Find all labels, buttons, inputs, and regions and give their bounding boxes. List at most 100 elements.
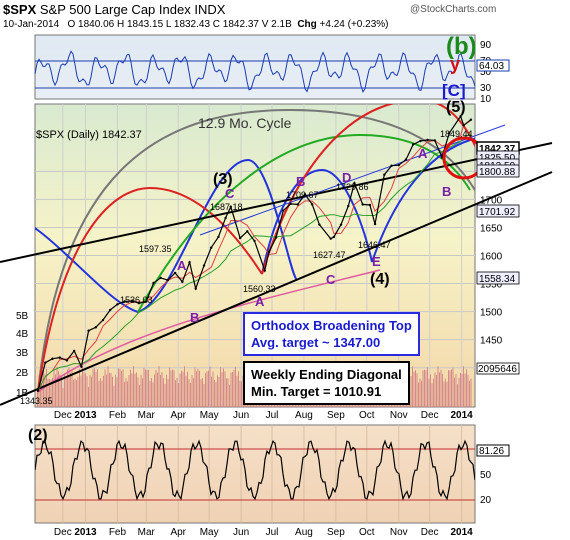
- x-tick-11: Nov: [390, 410, 408, 421]
- price-point: [397, 163, 400, 167]
- volume-bar: [67, 369, 68, 407]
- price-point: [229, 205, 232, 208]
- volume-bar: [203, 383, 205, 407]
- volume-bar: [119, 368, 121, 407]
- cycle-arc-red-1: [37, 186, 263, 393]
- volume-bar: [179, 373, 181, 407]
- volume-bar: [173, 370, 175, 407]
- volume-bar: [466, 369, 467, 407]
- price-point: [318, 223, 321, 226]
- volume-bar: [460, 372, 461, 407]
- wave-label-b: (b): [446, 33, 477, 60]
- price-point: [419, 139, 422, 143]
- volume-bar: [55, 374, 56, 407]
- volume-bar: [110, 372, 112, 407]
- rsi-tick-30: 30: [480, 83, 492, 94]
- volume-bar: [127, 381, 128, 407]
- volume-tick-3B: 3B: [16, 348, 29, 359]
- trendline-upper: [0, 142, 553, 263]
- volume-bar: [428, 378, 430, 407]
- rsi-tick-50: 50: [480, 67, 492, 78]
- volume-bar: [59, 374, 61, 407]
- volume-bar: [418, 382, 419, 407]
- price-point: [426, 138, 429, 142]
- price-point: [44, 361, 47, 364]
- trendlines: [0, 124, 553, 406]
- price-point: [462, 124, 465, 127]
- stochastic-panel: [34, 424, 476, 524]
- price-tick-1700: 1700: [480, 195, 503, 206]
- wave-label-E2: E: [372, 254, 381, 269]
- price-point: [123, 300, 126, 303]
- volume-bar: [419, 378, 421, 407]
- volume-bar: [92, 368, 94, 407]
- pivot-label-1687.18: 1687.18: [210, 202, 243, 212]
- volume-bar: [170, 370, 172, 407]
- volume-bar: [176, 377, 178, 407]
- price-point: [448, 131, 451, 135]
- price-point: [202, 264, 206, 267]
- volume-bar: [169, 367, 170, 407]
- price-point: [94, 326, 97, 329]
- rsi-last-box: [476, 59, 510, 72]
- header-date: 10-Jan-2014: [3, 19, 60, 30]
- volume-bar: [77, 376, 79, 407]
- x-tick-1: 2013: [74, 410, 97, 421]
- x-tick-bottom-4: Apr: [170, 527, 186, 538]
- price-tick-1500: 1500: [480, 308, 503, 319]
- x-tick-10: Oct: [359, 410, 375, 421]
- price-point: [282, 209, 285, 212]
- volume-bar: [220, 367, 221, 407]
- volume-bar: [452, 367, 454, 407]
- price-point: [373, 222, 377, 226]
- volume-bar: [49, 379, 50, 407]
- volume-bar: [53, 368, 55, 407]
- volume-bar: [143, 367, 145, 407]
- volume-bar: [47, 378, 49, 407]
- volume-bar: [130, 369, 131, 407]
- broadening-top-line2: Avg. target ~ 1347.00: [251, 335, 381, 350]
- pivot-label-1627.47: 1627.47: [313, 250, 346, 260]
- volume-bar: [469, 380, 470, 407]
- cycle-arc-red-2: [261, 104, 475, 275]
- volume-bar: [50, 379, 52, 407]
- volume-bar: [125, 378, 127, 407]
- volume-bar: [187, 371, 188, 407]
- right-label-box-1558.34: [476, 271, 520, 285]
- price-point: [224, 216, 227, 220]
- pivot-label-1597.35: 1597.35: [139, 244, 172, 254]
- x-tick-bottom-6: Jun: [233, 527, 249, 538]
- price-point: [36, 389, 40, 392]
- volume-bar: [151, 377, 152, 407]
- price-point: [210, 246, 213, 249]
- wave-label-5: (5): [446, 99, 466, 116]
- price-point: [469, 118, 473, 121]
- volume-bar: [124, 381, 125, 407]
- volume-bar: [467, 374, 469, 407]
- price-point: [246, 230, 249, 233]
- right-label-1842.37: 1842.37: [479, 144, 516, 155]
- volume-bar: [122, 369, 124, 407]
- volume-bar: [44, 373, 46, 407]
- price-tick-1650: 1650: [480, 223, 503, 234]
- series-label: $SPX (Daily) 1842.37: [36, 129, 142, 141]
- pivot-label-1536.03: 1536.03: [120, 295, 153, 305]
- rsi-axis: 103050709064.03: [476, 40, 510, 105]
- wave-labels: (b) y [C] (5) (3) (4) (2) A B C A B C D …: [28, 33, 477, 444]
- price-point: [188, 261, 191, 264]
- volume-bar: [440, 369, 442, 407]
- volume-bar: [134, 373, 136, 407]
- volume-bar: [97, 369, 98, 407]
- volume-bar: [56, 366, 58, 407]
- price-points: [36, 115, 473, 392]
- cycle-arc-blue-3: [371, 137, 475, 263]
- x-tick-bottom-1: 2013: [74, 527, 97, 538]
- price-point: [263, 269, 266, 272]
- x-tick-6: Jun: [233, 410, 249, 421]
- volume-bar: [443, 381, 445, 407]
- volume-bar: [449, 370, 451, 407]
- sto-last-box: [476, 444, 510, 457]
- trendline-diag-blue: [199, 124, 506, 236]
- volume-bar: [437, 366, 439, 407]
- cycle-arc-blue-2: [261, 168, 373, 275]
